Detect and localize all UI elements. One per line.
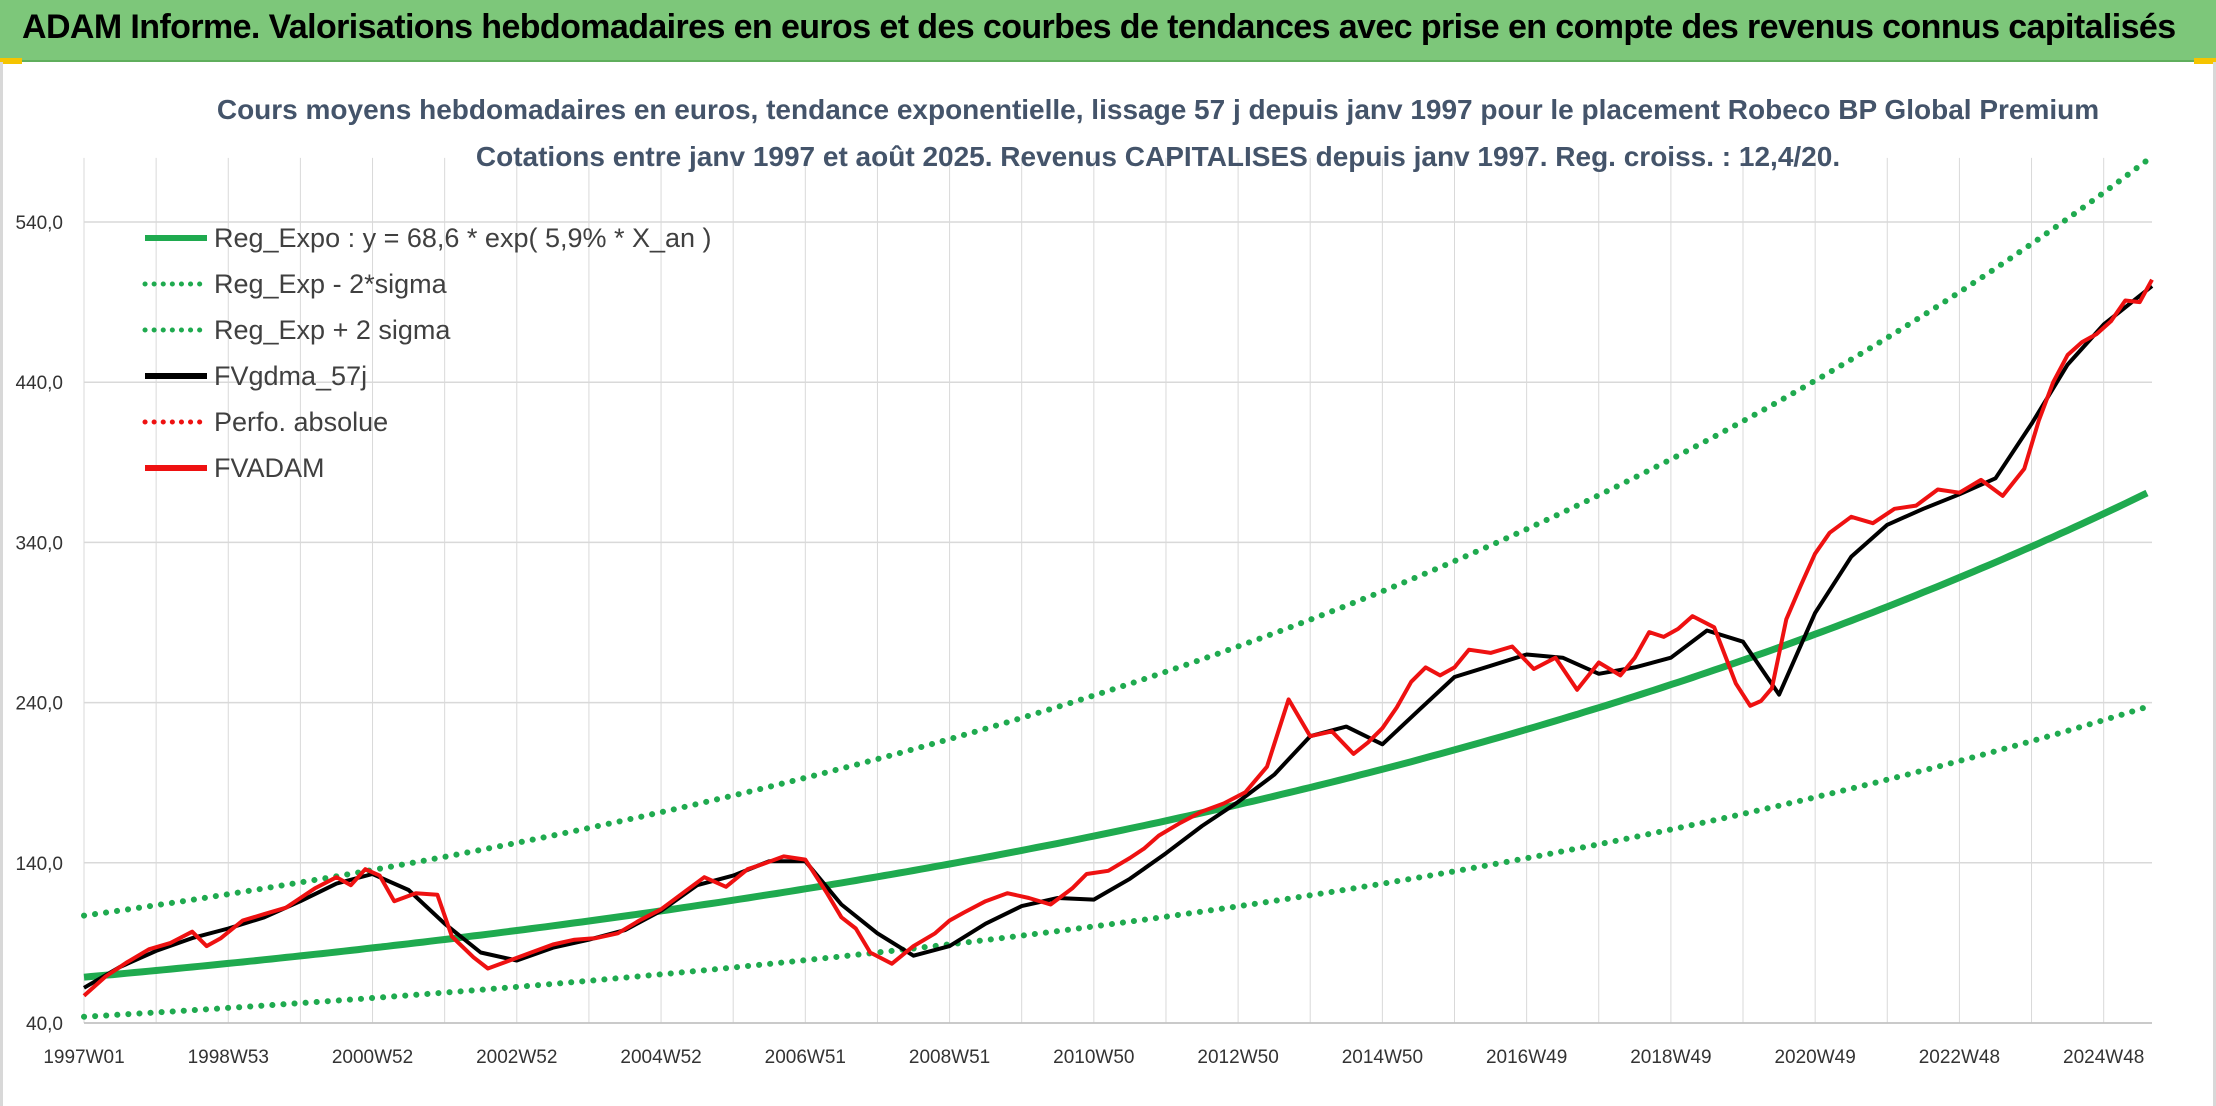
y-axis-tick-labels: 40,0 140,0 240,0 340,0 440,0 540,0	[15, 213, 63, 1035]
x-tick-label: 2004W52	[620, 1047, 701, 1068]
x-tick-label: 2024W48	[2063, 1047, 2144, 1068]
y-tick-label: 540,0	[15, 213, 63, 234]
corner-marker-left	[0, 58, 22, 64]
x-tick-label: 2000W52	[332, 1047, 413, 1068]
series-reg-exp-minus-2sigma	[81, 703, 2150, 1020]
y-tick-label: 140,0	[15, 854, 63, 875]
legend-label: FVADAM	[214, 453, 325, 483]
header-bar: ADAM Informe. Valorisations hebdomadaire…	[0, 0, 2216, 62]
x-tick-label: 2006W51	[765, 1047, 846, 1068]
x-tick-label: 2008W51	[909, 1047, 990, 1068]
chart-title-line-2: Cotations entre janv 1997 et août 2025. …	[476, 141, 1840, 172]
x-tick-label: 2002W52	[476, 1047, 557, 1068]
x-tick-label: 2018W49	[1630, 1047, 1711, 1068]
legend-label: Perfo. absolue	[214, 407, 388, 437]
series-layer	[81, 157, 2154, 1020]
legend-label: Reg_Expo : y = 68,6 * exp( 5,9% * X_an )	[214, 223, 712, 253]
series-reg-exp-plus-2sigma	[81, 157, 2150, 919]
chart-title-line-1: Cours moyens hebdomadaires en euros, ten…	[217, 94, 2099, 125]
x-tick-label: 2022W48	[1919, 1047, 2000, 1068]
y-tick-label: 40,0	[26, 1014, 63, 1035]
legend-label: Reg_Exp - 2*sigma	[214, 269, 448, 299]
grid-lines	[83, 157, 2152, 1024]
series-reg-expo	[83, 489, 2149, 981]
series-fvgdma-57j	[82, 284, 2154, 990]
x-tick-label: 2010W50	[1053, 1047, 1134, 1068]
x-tick-label: 1997W01	[43, 1047, 124, 1068]
x-tick-label: 2014W50	[1342, 1047, 1423, 1068]
legend-label: Reg_Exp + 2 sigma	[214, 315, 451, 345]
x-tick-label: 2012W50	[1197, 1047, 1278, 1068]
y-tick-label: 240,0	[15, 694, 63, 715]
x-tick-label: 2020W49	[1774, 1047, 1855, 1068]
y-tick-label: 440,0	[15, 373, 63, 394]
chart-frame	[0, 62, 2216, 1106]
legend-label: FVgdma_57j	[214, 361, 367, 391]
series-fvadam	[82, 278, 2154, 998]
x-tick-label: 2016W49	[1486, 1047, 1567, 1068]
y-tick-label: 340,0	[15, 533, 63, 554]
corner-marker-right	[2194, 58, 2216, 64]
page-title: ADAM Informe. Valorisations hebdomadaire…	[22, 8, 2176, 46]
x-axis-tick-labels: 1997W01 1998W53 2000W52 2002W52 2004W52 2006W…	[43, 1047, 2144, 1068]
x-tick-label: 1998W53	[188, 1047, 269, 1068]
legend: Reg_Expo : y = 68,6 * exp( 5,9% * X_an )…	[142, 223, 712, 483]
